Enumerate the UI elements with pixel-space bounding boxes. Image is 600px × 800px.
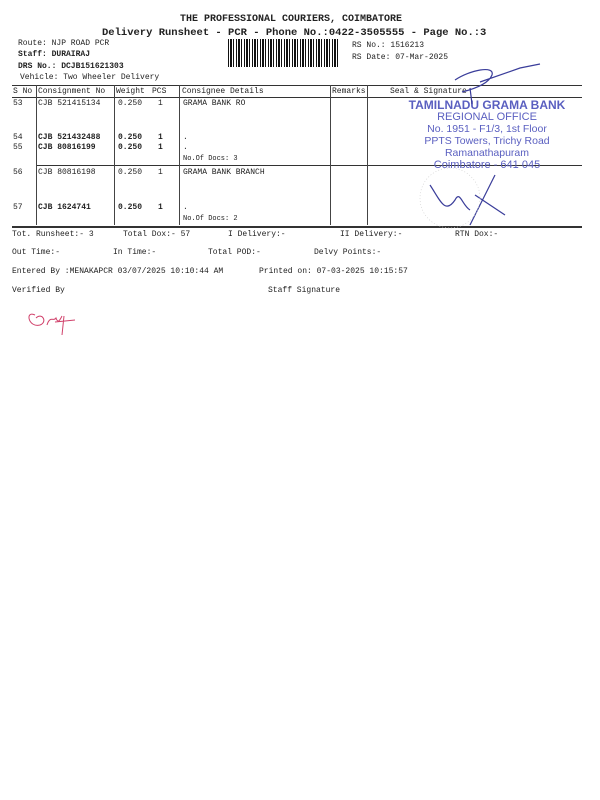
col-seal: Seal & Signature — [390, 87, 467, 96]
sno: 56 — [13, 168, 23, 177]
stamp-line: No. 1951 - F1/3, 1st Floor — [427, 123, 547, 135]
drs-no: DRS No.: DCJB151621303 — [18, 62, 124, 71]
pcs: 1 — [158, 143, 163, 152]
total-dox: Total Dox:- 57 — [123, 230, 191, 239]
sno: 57 — [13, 203, 23, 212]
weight: 0.250 — [118, 168, 143, 177]
receiver-signature — [429, 63, 541, 226]
company-title: THE PROFESSIONAL COURIERS, COIMBATORE — [180, 14, 403, 25]
out-time: Out Time:- — [12, 248, 61, 257]
i-delivery: I Delivery:- — [228, 230, 286, 239]
rs-no: RS No.: 1516213 — [352, 41, 425, 50]
weight: 0.250 — [118, 203, 143, 212]
pcs: 1 — [158, 168, 163, 177]
faded-seal — [419, 167, 481, 229]
consignment-no: CJB 80816199 — [38, 143, 96, 152]
weight: 0.250 — [118, 133, 143, 142]
col-remarks: Remarks — [332, 87, 366, 96]
stamp-line: PPTS Towers, Trichy Road — [424, 135, 550, 147]
consignee: . — [183, 203, 188, 212]
consignee: GRAMA BANK BRANCH — [183, 168, 265, 177]
consignee: GRAMA BANK RO — [183, 99, 246, 108]
total-pod: Total POD:- — [208, 248, 261, 257]
col-pcs: PCS — [152, 87, 167, 96]
consignment-no: CJB 521432488 — [38, 133, 101, 142]
bank-stamp: TAMILNADU GRAMA BANK REGIONAL OFFICE No.… — [392, 99, 582, 171]
printed-on: Printed on: 07-03-2025 10:15:57 — [259, 267, 408, 276]
verifier-signature — [28, 313, 76, 336]
consignment-no: CJB 521415134 — [38, 99, 101, 108]
weight: 0.250 — [118, 143, 143, 152]
tot-runsheet: Tot. Runsheet:- 3 — [12, 230, 94, 239]
vehicle: Vehicle: Two Wheeler Delivery — [20, 73, 160, 82]
pcs: 1 — [158, 133, 163, 142]
stamp-line: Ramanathapuram — [444, 147, 530, 159]
rs-date: RS Date: 07-Mar-2025 — [352, 53, 449, 62]
consignment-no: CJB 80816198 — [38, 168, 96, 177]
route: Route: NJP ROAD PCR — [18, 39, 110, 48]
stamp-line: TAMILNADU GRAMA BANK — [408, 98, 566, 112]
staff: Staff: DURAIRAJ — [18, 50, 91, 59]
barcode — [228, 39, 338, 67]
docs-count: No.Of Docs: 2 — [183, 215, 238, 223]
consignment-no: CJB 1624741 — [38, 203, 91, 212]
consignee: . — [183, 143, 188, 152]
consignee: . — [183, 133, 188, 142]
col-consignment: Consignment No — [38, 87, 106, 96]
pcs: 1 — [158, 99, 163, 108]
sno: 53 — [13, 99, 23, 108]
weight: 0.250 — [118, 99, 143, 108]
in-time: In Time:- — [113, 248, 157, 257]
verified-by: Verified By — [12, 286, 65, 295]
sno: 54 — [13, 133, 23, 142]
ii-delivery: II Delivery:- — [340, 230, 403, 239]
pcs: 1 — [158, 203, 163, 212]
sno: 55 — [13, 143, 23, 152]
stamp-line: Coimbatore - 641 045 — [433, 159, 541, 171]
stamp-line: REGIONAL OFFICE — [437, 111, 537, 123]
col-details: Consignee Details — [182, 87, 264, 96]
delvy-points: Delvy Points:- — [314, 248, 382, 257]
rtn-dox: RTN Dox:- — [455, 230, 499, 239]
staff-signature: Staff Signature — [268, 286, 341, 295]
entered-by: Entered By :MENAKAPCR 03/07/2025 10:10:4… — [12, 267, 224, 276]
docs-count: No.Of Docs: 3 — [183, 155, 238, 163]
col-sno: S No — [13, 87, 33, 96]
runsheet-subtitle: Delivery Runsheet - PCR - Phone No.:0422… — [102, 27, 487, 39]
col-weight: Weight — [116, 87, 145, 96]
